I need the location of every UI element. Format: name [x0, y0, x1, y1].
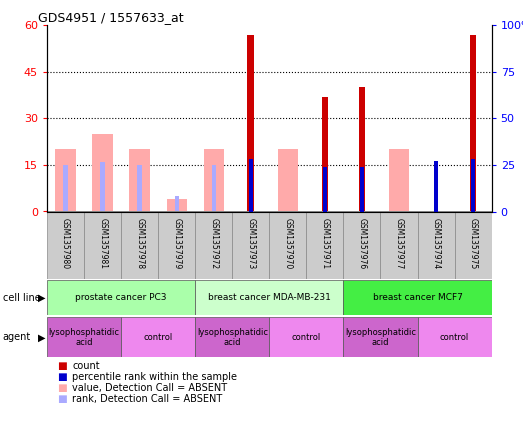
Text: percentile rank within the sample: percentile rank within the sample [72, 372, 237, 382]
Text: GSM1357975: GSM1357975 [469, 218, 477, 269]
Text: ■: ■ [58, 394, 67, 404]
Bar [211, 165, 216, 212]
Text: breast cancer MDA-MB-231: breast cancer MDA-MB-231 [208, 293, 331, 302]
Bar [100, 162, 105, 212]
Bar [247, 35, 254, 212]
Text: ■: ■ [58, 361, 67, 371]
Text: value, Detection Call = ABSENT: value, Detection Call = ABSENT [72, 383, 228, 393]
Text: ■: ■ [58, 372, 67, 382]
Bar [63, 165, 68, 212]
Text: lysophosphatidic
acid: lysophosphatidic acid [49, 328, 120, 347]
Bar [322, 97, 328, 212]
Text: GSM1357981: GSM1357981 [98, 219, 107, 269]
Bar [359, 88, 365, 212]
Text: control: control [144, 333, 173, 342]
Text: ■: ■ [58, 383, 67, 393]
Text: GSM1357972: GSM1357972 [209, 218, 218, 269]
Text: GSM1357979: GSM1357979 [172, 218, 181, 269]
Bar [195, 280, 344, 315]
Bar [454, 212, 492, 279]
Bar [470, 35, 476, 212]
Text: GDS4951 / 1557633_at: GDS4951 / 1557633_at [38, 11, 184, 24]
Text: rank, Detection Call = ABSENT: rank, Detection Call = ABSENT [72, 394, 222, 404]
Text: control: control [292, 333, 321, 342]
Text: count: count [72, 361, 100, 371]
Bar [47, 280, 195, 315]
Bar [381, 212, 417, 279]
Bar [249, 159, 253, 212]
Bar [130, 149, 150, 212]
Text: GSM1357971: GSM1357971 [321, 218, 329, 269]
Bar [138, 165, 142, 212]
Bar [434, 161, 438, 212]
Text: GSM1357980: GSM1357980 [61, 218, 70, 269]
Bar [166, 199, 187, 212]
Text: control: control [440, 333, 469, 342]
Bar [269, 212, 306, 279]
Text: agent: agent [3, 332, 31, 342]
Bar [158, 212, 195, 279]
Bar [232, 212, 269, 279]
Text: lysophosphatidic
acid: lysophosphatidic acid [197, 328, 268, 347]
Bar [417, 212, 454, 279]
Text: GSM1357976: GSM1357976 [357, 218, 367, 269]
Text: GSM1357973: GSM1357973 [246, 218, 255, 269]
Bar [389, 149, 409, 212]
Bar [175, 196, 179, 212]
Text: GSM1357974: GSM1357974 [431, 218, 440, 269]
Text: GSM1357970: GSM1357970 [283, 218, 292, 269]
Text: ▶: ▶ [38, 332, 45, 342]
Bar [360, 167, 364, 212]
Bar [195, 317, 269, 357]
Bar [269, 317, 344, 357]
Bar [471, 159, 475, 212]
Bar [344, 212, 381, 279]
Text: lysophosphatidic
acid: lysophosphatidic acid [345, 328, 416, 347]
Bar [306, 212, 344, 279]
Bar [121, 212, 158, 279]
Text: breast cancer MCF7: breast cancer MCF7 [372, 293, 462, 302]
Bar [323, 167, 327, 212]
Bar [55, 149, 76, 212]
Text: GSM1357978: GSM1357978 [135, 218, 144, 269]
Bar [121, 317, 195, 357]
Bar [47, 212, 84, 279]
Bar [417, 317, 492, 357]
Bar [278, 149, 298, 212]
Bar [93, 134, 113, 212]
Bar [203, 149, 224, 212]
Text: GSM1357977: GSM1357977 [394, 218, 404, 269]
Bar [47, 317, 121, 357]
Bar [84, 212, 121, 279]
Bar [344, 280, 492, 315]
Bar [195, 212, 232, 279]
Text: ▶: ▶ [38, 293, 45, 303]
Text: prostate cancer PC3: prostate cancer PC3 [75, 293, 167, 302]
Text: cell line: cell line [3, 293, 40, 303]
Bar [344, 317, 417, 357]
